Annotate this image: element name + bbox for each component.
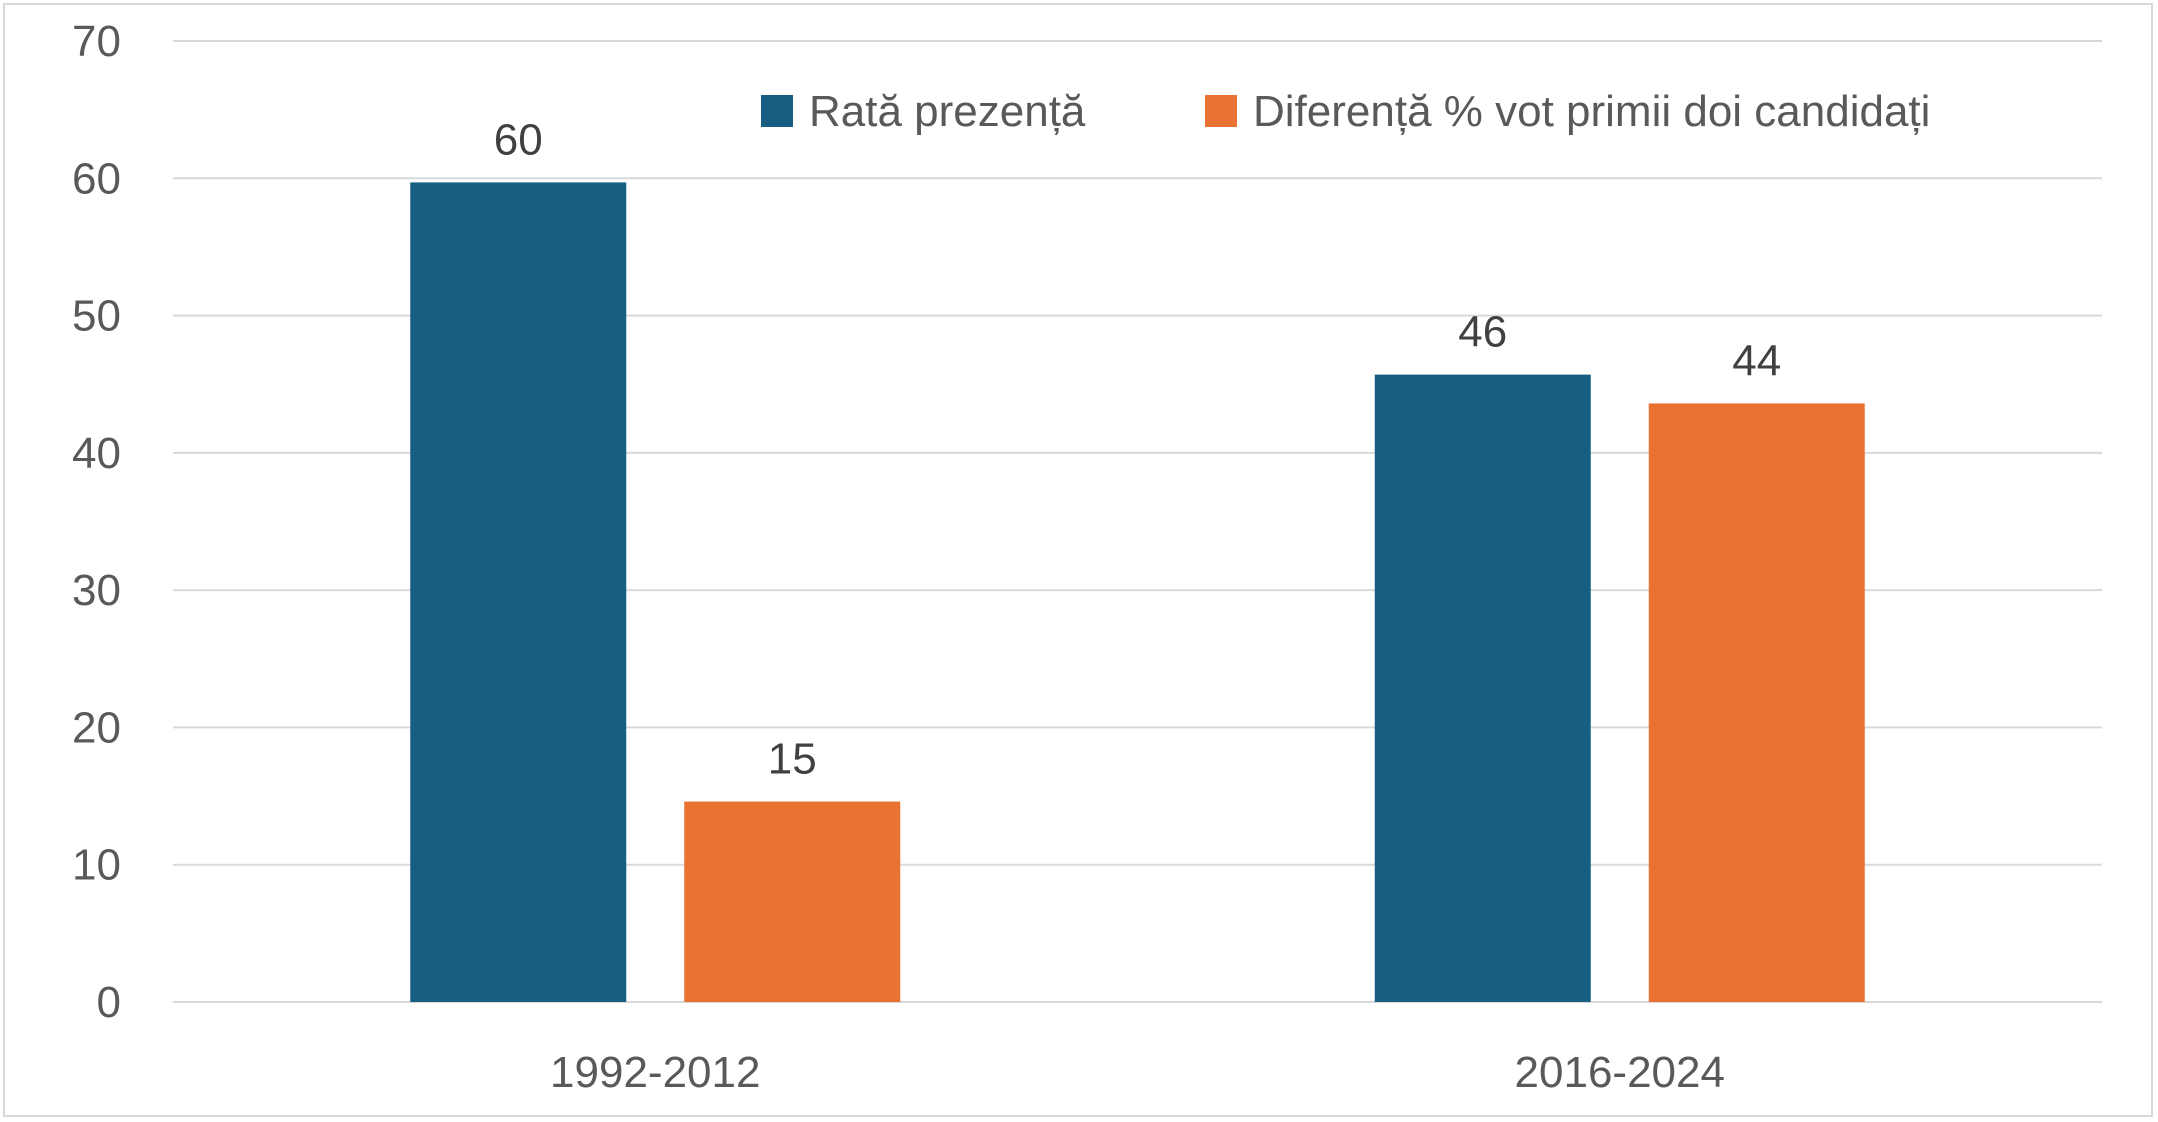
y-tick-label-0: 0 [97, 978, 121, 1027]
y-axis-ticks: 0 10 20 30 40 50 60 70 [72, 17, 121, 1027]
y-tick-label-40: 40 [72, 429, 121, 478]
x-tick-label-1: 1992-2012 [550, 1048, 760, 1097]
data-labels: 60 15 46 44 [494, 115, 1781, 783]
x-axis-ticks: 1992-2012 2016-2024 [550, 1048, 1725, 1097]
data-label-2-1: 15 [768, 735, 817, 784]
y-tick-label-10: 10 [72, 841, 121, 890]
bars [410, 182, 1865, 1003]
legend: Rată prezență Diferență % vot primii doi … [761, 87, 1930, 136]
data-label-1-2: 46 [1458, 308, 1507, 357]
y-tick-label-20: 20 [72, 703, 121, 752]
y-tick-label-30: 30 [72, 566, 121, 615]
legend-swatch-1 [761, 95, 793, 127]
bar-2-2 [1648, 403, 1865, 1002]
bar-2-1 [684, 801, 901, 1002]
chart-area: 0 10 20 30 40 50 60 70 60 15 46 44 1992-2012 2016-2… [3, 3, 2153, 1117]
legend-label-1: Rată prezență [809, 87, 1086, 136]
data-label-1-1: 60 [494, 115, 543, 164]
bar-1-2 [1374, 374, 1591, 1003]
bar-1-1 [410, 182, 627, 1002]
legend-label-2: Diferență % vot primii doi candidați [1253, 87, 1930, 136]
legend-swatch-2 [1205, 95, 1237, 127]
data-label-2-2: 44 [1732, 336, 1781, 385]
y-tick-label-70: 70 [72, 17, 121, 66]
x-tick-label-2: 2016-2024 [1515, 1048, 1725, 1097]
y-tick-label-60: 60 [72, 154, 121, 203]
y-tick-label-50: 50 [72, 292, 121, 341]
bar-chart: 0 10 20 30 40 50 60 70 60 15 46 44 1992-2012 2016-2… [72, 17, 2102, 1097]
